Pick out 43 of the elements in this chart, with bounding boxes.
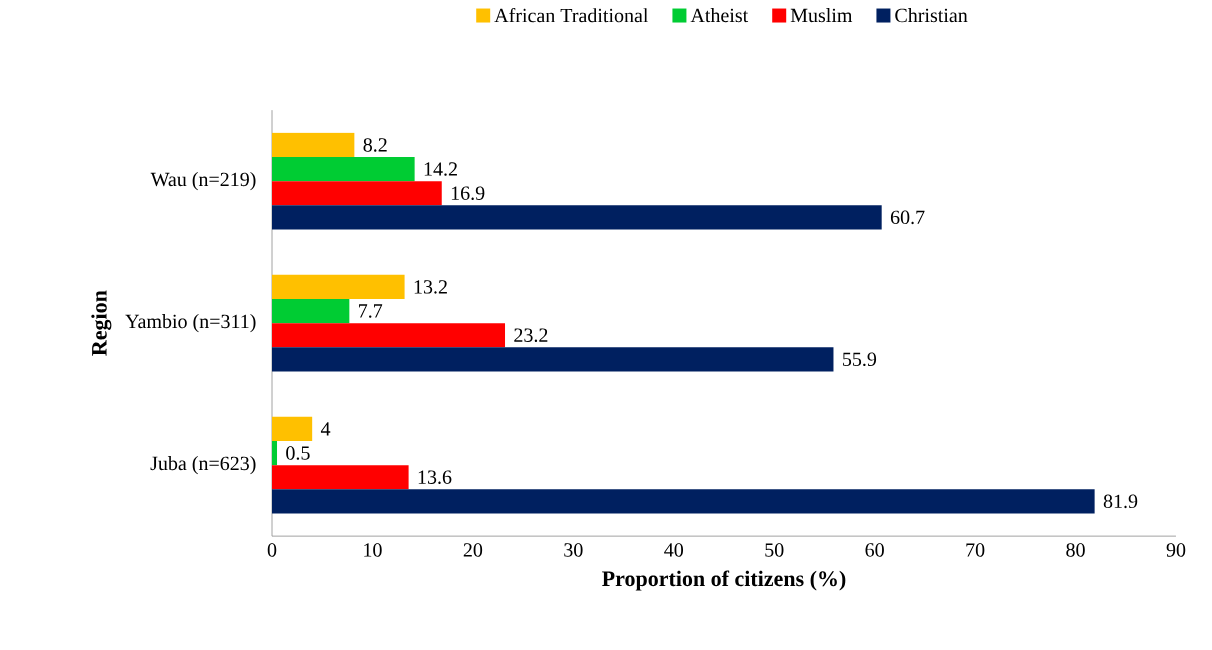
y-tick-label: Juba (n=623): [150, 455, 256, 475]
data-label: 81.9: [1103, 494, 1138, 509]
bar: [272, 465, 409, 490]
data-label: 13.6: [418, 470, 452, 484]
legend-label: Christian: [895, 8, 968, 23]
y-tick-label: Yambio (n=311): [125, 314, 256, 333]
bar: [272, 298, 350, 324]
x-tick-label: 20: [463, 543, 483, 557]
bar: [272, 323, 506, 348]
bar: [272, 205, 882, 230]
x-tick-label: 10: [364, 543, 382, 557]
data-label: 13.2: [414, 280, 447, 294]
y-tick-label: Wau (n=219): [150, 172, 256, 191]
bar: [272, 274, 405, 299]
x-tick-label: 90: [1166, 543, 1186, 557]
data-label: 23.2: [514, 328, 548, 342]
x-tick-label: 60: [865, 543, 884, 557]
data-label: 16.9: [451, 186, 485, 200]
bar: [272, 489, 1095, 514]
data-label: 4: [320, 422, 331, 436]
bar: [272, 416, 313, 441]
data-label: 60.7: [890, 210, 925, 225]
data-label: 7.7: [359, 304, 383, 318]
x-tick-label: 30: [564, 543, 583, 557]
bar: [272, 181, 442, 206]
legend-label: Muslim: [790, 8, 853, 23]
data-label: 8.2: [363, 138, 387, 152]
bar: [272, 440, 278, 466]
legend-label: African Traditional: [494, 7, 649, 23]
x-tick-label: 0: [267, 543, 277, 557]
x-tick-label: 40: [664, 543, 684, 557]
data-label: 55.9: [843, 352, 877, 367]
data-label: 0.5: [286, 446, 310, 460]
legend-label: Atheist: [690, 8, 749, 23]
x-tick-label: 50: [765, 543, 784, 557]
bar: [272, 347, 834, 372]
bar: [272, 156, 415, 182]
x-tick-label: 70: [966, 543, 985, 557]
y-axis-title: Region: [91, 290, 112, 356]
data-label: 14.2: [424, 162, 457, 176]
x-axis-title: Proportion of citizens (%): [602, 570, 846, 591]
x-tick-label: 80: [1066, 543, 1085, 557]
bar: [272, 132, 355, 157]
